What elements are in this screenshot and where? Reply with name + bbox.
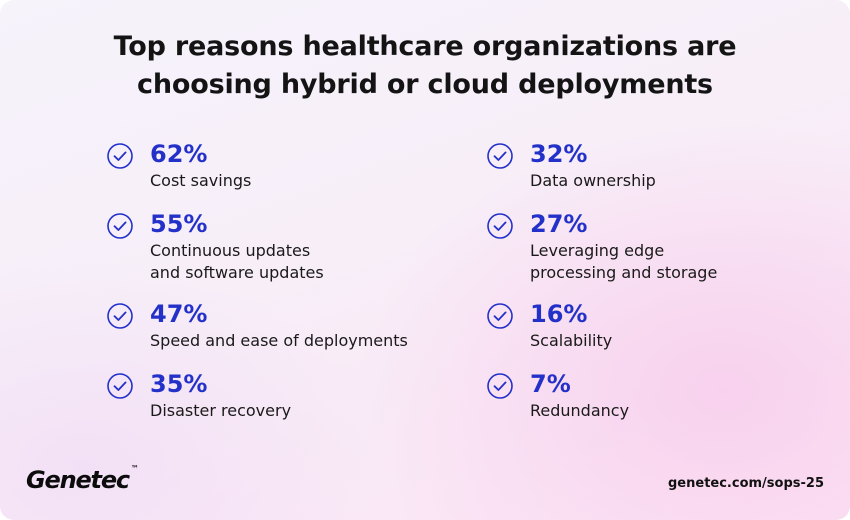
stat-label-line: Scalability — [530, 331, 613, 350]
check-circle-icon — [107, 213, 133, 239]
stat-percent: 35% — [150, 370, 208, 398]
check-circle-icon — [107, 143, 133, 169]
stat-label-line: Data ownership — [530, 171, 656, 190]
stat-label: Disaster recovery — [150, 400, 291, 422]
stat-percent: 55% — [150, 210, 208, 238]
stat-label-line: processing and storage — [530, 263, 718, 282]
stat-label: Data ownership — [530, 170, 656, 192]
stat-label-line: Redundancy — [530, 401, 630, 420]
stat-label: Redundancy — [530, 400, 629, 422]
stat-percent: 7% — [530, 370, 571, 398]
stat-label: Scalability — [530, 330, 612, 352]
stat-label-line: Continuous updates — [150, 241, 311, 260]
logo-text: Genetec — [26, 466, 130, 494]
check-circle-icon — [487, 303, 513, 329]
check-circle-icon — [487, 213, 513, 239]
stat-percent: 32% — [530, 140, 588, 168]
check-circle-icon — [487, 373, 513, 399]
stat-label-line: Disaster recovery — [150, 401, 292, 420]
footer-url[interactable]: genetec.com/sops-25 — [668, 476, 824, 491]
title-line-2: choosing hybrid or cloud deployments — [137, 69, 713, 100]
stat-percent: 27% — [530, 210, 588, 238]
check-circle-icon — [107, 303, 133, 329]
check-circle-icon — [487, 143, 513, 169]
stat-label-line: and software updates — [150, 263, 324, 282]
stat-label: Speed and ease of deployments — [150, 330, 408, 352]
stat-label: Cost savings — [150, 170, 251, 192]
title-line-1: Top reasons healthcare organizations are — [113, 31, 737, 62]
check-circle-icon — [107, 373, 133, 399]
stat-label: Leveraging edge processing and storage — [530, 240, 717, 284]
stat-percent: 16% — [530, 300, 588, 328]
page-title: Top reasons healthcare organizations are… — [0, 28, 850, 104]
stat-label-line: Cost savings — [150, 171, 252, 190]
genetec-logo: Genetec ™ — [26, 464, 139, 494]
trademark-mark: ™ — [130, 464, 139, 473]
stat-label-line: Leveraging edge — [530, 241, 665, 260]
stat-percent: 62% — [150, 140, 208, 168]
stat-label: Continuous updates and software updates — [150, 240, 324, 284]
stat-percent: 47% — [150, 300, 208, 328]
stat-label-line: Speed and ease of deployments — [150, 331, 408, 350]
